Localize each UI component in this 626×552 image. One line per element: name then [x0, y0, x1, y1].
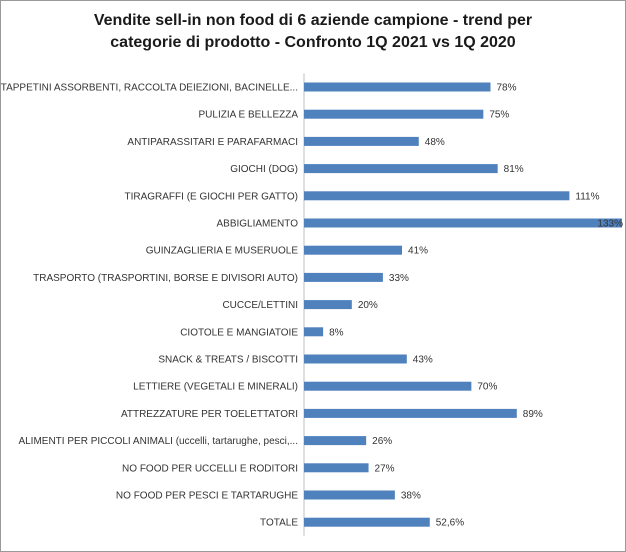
bar	[304, 408, 517, 418]
data-label: 26%	[372, 436, 392, 447]
bar	[304, 109, 484, 119]
bar	[304, 164, 498, 174]
data-label: 41%	[408, 246, 428, 257]
bar	[304, 82, 491, 92]
category-label: ABBIGLIAMENTO	[216, 219, 298, 230]
bar	[304, 381, 472, 391]
data-label: 75%	[489, 110, 509, 121]
bar	[304, 272, 383, 282]
data-label: 43%	[413, 355, 433, 366]
data-label: 48%	[425, 137, 445, 148]
data-label: 8%	[329, 327, 344, 338]
category-label: SNACK & TREATS / BISCOTTI	[158, 355, 298, 366]
bar	[304, 300, 352, 310]
chart-title-line-2: categorie di prodotto - Confronto 1Q 202…	[110, 34, 516, 51]
category-label: ATTREZZATURE PER TOELETTATORI	[121, 409, 298, 420]
bar	[304, 245, 403, 255]
data-label: 70%	[477, 382, 497, 393]
bar	[304, 463, 369, 473]
data-label: 20%	[358, 300, 378, 311]
category-label: GUINZAGLIERIA E MUSERUOLE	[146, 246, 299, 257]
category-label: ALIMENTI PER PICCOLI ANIMALI (uccelli, t…	[18, 436, 298, 447]
category-label: PULIZIA E BELLEZZA	[199, 110, 299, 121]
category-label: CUCCE/LETTINI	[222, 300, 298, 311]
bar	[304, 136, 419, 146]
category-label: NO FOOD PER UCCELLI E RODITORI	[122, 463, 298, 474]
data-label: 38%	[401, 491, 421, 502]
bar	[304, 436, 367, 446]
data-label: 89%	[523, 409, 543, 420]
bar	[304, 354, 407, 364]
category-label: LETTIERE (VEGETALI E MINERALI)	[133, 382, 298, 393]
data-label: 133%	[597, 219, 623, 230]
category-label: TOTALE	[260, 518, 298, 529]
category-label: TRASPORTO (TRASPORTINI, BORSE E DIVISORI…	[33, 273, 298, 284]
bar	[304, 218, 622, 228]
bar	[304, 490, 395, 500]
data-label: 78%	[496, 83, 516, 94]
category-label: ANTIPARASSITARI E PARAFARMACI	[127, 137, 298, 148]
data-label: 81%	[504, 164, 524, 175]
category-label: CIOTOLE E MANGIATOIE	[180, 327, 298, 338]
bar	[304, 327, 324, 337]
data-label: 111%	[575, 191, 599, 202]
chart-title-line-1: Vendite sell-in non food di 6 aziende ca…	[93, 12, 533, 29]
category-label: GIOCHI (DOG)	[230, 164, 298, 175]
category-label: TAPPETINI ASSORBENTI, RACCOLTA DEIEZIONI…	[1, 83, 298, 94]
data-label: 27%	[375, 463, 395, 474]
data-label: 52,6%	[436, 518, 464, 529]
category-label: NO FOOD PER PESCI E TARTARUGHE	[116, 491, 298, 502]
data-label: 33%	[389, 273, 409, 284]
bar	[304, 191, 570, 201]
category-label: TIRAGRAFFI (E GIOCHI PER GATTO)	[124, 191, 298, 202]
bar	[304, 517, 430, 527]
chart-title: Vendite sell-in non food di 6 aziende ca…	[0, 10, 626, 54]
